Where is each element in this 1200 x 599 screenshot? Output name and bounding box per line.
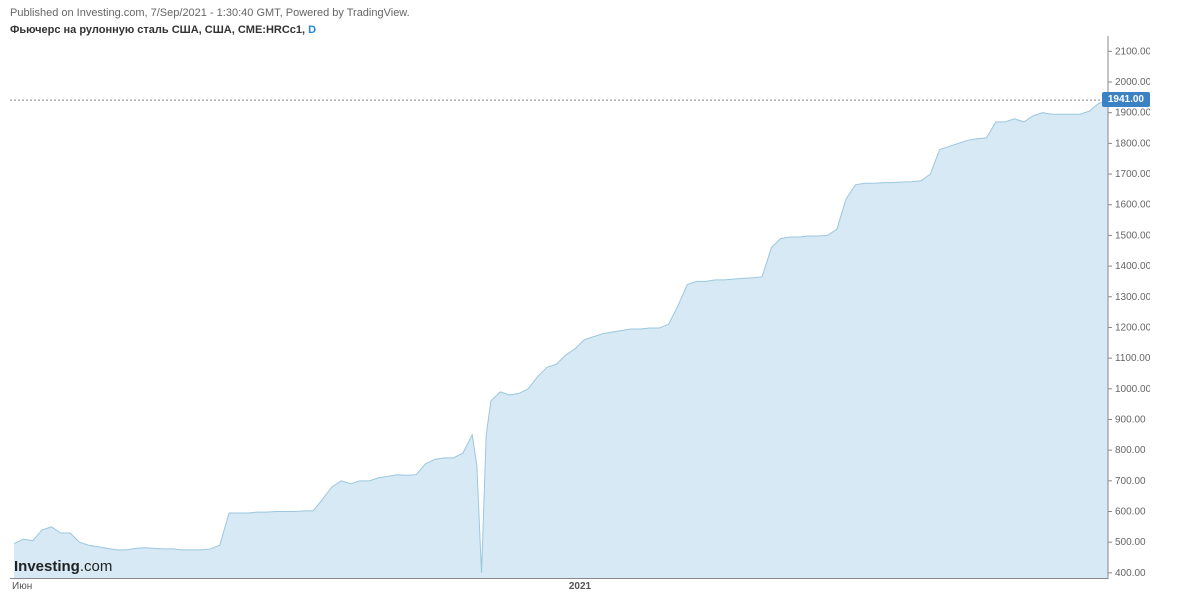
- svg-text:1900.00: 1900.00: [1115, 108, 1150, 119]
- svg-text:1700.00: 1700.00: [1115, 169, 1150, 180]
- x-label-year: 2021: [569, 581, 591, 592]
- svg-text:2000.00: 2000.00: [1115, 77, 1150, 88]
- svg-text:1100.00: 1100.00: [1115, 353, 1150, 364]
- x-axis: Июн 2021: [10, 581, 1150, 595]
- svg-text:1800.00: 1800.00: [1115, 138, 1150, 149]
- title-interval: D: [308, 24, 316, 36]
- svg-text:1500.00: 1500.00: [1115, 230, 1150, 241]
- current-price-badge: 1941.00: [1102, 92, 1150, 107]
- svg-text:1200.00: 1200.00: [1115, 322, 1150, 333]
- svg-text:500.00: 500.00: [1115, 537, 1146, 548]
- svg-text:700.00: 700.00: [1115, 476, 1146, 487]
- price-chart-svg: 400.00 500.00 600.00 700.00 800.00 900.00 1000…: [10, 36, 1150, 579]
- svg-text:600.00: 600.00: [1115, 507, 1146, 518]
- svg-text:1000.00: 1000.00: [1115, 384, 1150, 395]
- svg-text:400.00: 400.00: [1115, 568, 1146, 579]
- logo-suffix: .com: [80, 558, 113, 575]
- svg-text:900.00: 900.00: [1115, 414, 1146, 425]
- svg-text:1400.00: 1400.00: [1115, 261, 1150, 272]
- logo-prefix: Investing: [14, 558, 80, 575]
- svg-text:1600.00: 1600.00: [1115, 200, 1150, 211]
- svg-text:2100.00: 2100.00: [1115, 46, 1150, 57]
- current-price-value: 1941.00: [1108, 94, 1144, 105]
- chart-area[interactable]: 400.00 500.00 600.00 700.00 800.00 900.00 1000…: [10, 36, 1150, 579]
- svg-text:1300.00: 1300.00: [1115, 292, 1150, 303]
- chart-header: Published on Investing.com, 7/Sep/2021 -…: [10, 6, 410, 39]
- published-line: Published on Investing.com, 7/Sep/2021 -…: [10, 6, 410, 21]
- title-main: Фьючерс на рулонную сталь США, США, CME:…: [10, 24, 308, 36]
- svg-text:800.00: 800.00: [1115, 445, 1146, 456]
- investing-logo: Investing.com: [14, 558, 112, 575]
- x-label-start: Июн: [12, 581, 32, 592]
